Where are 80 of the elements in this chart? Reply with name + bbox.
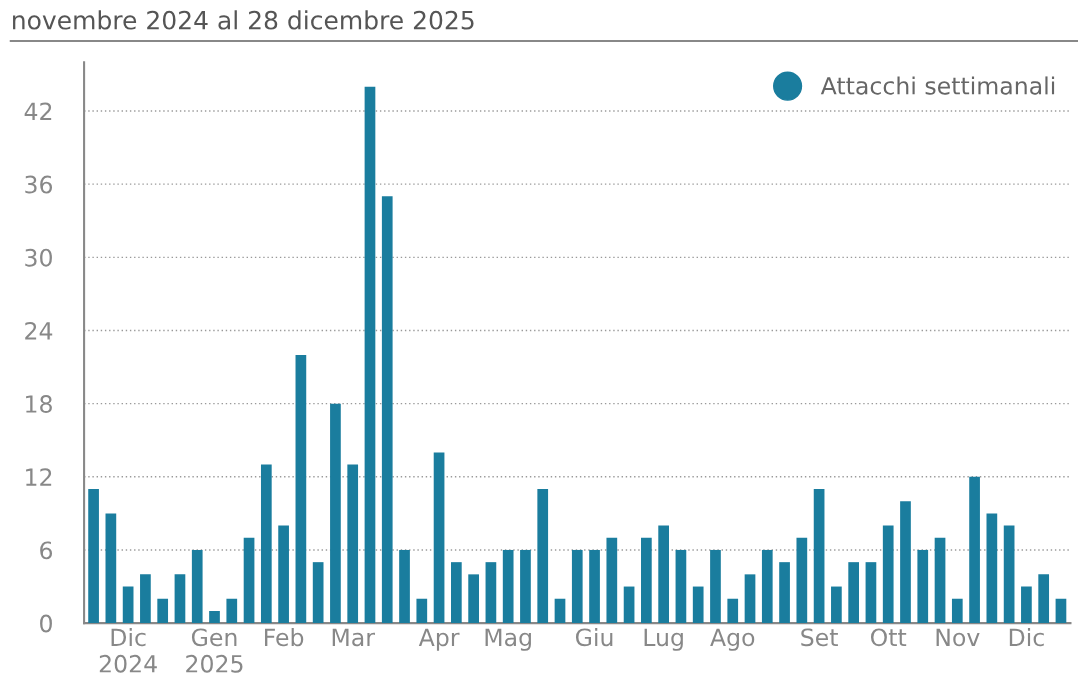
bar [105, 513, 117, 624]
bar [537, 489, 549, 624]
bar [312, 562, 324, 624]
bar [917, 549, 929, 624]
bar [710, 549, 721, 624]
bar [589, 549, 600, 624]
bar [88, 489, 99, 624]
bar [761, 549, 773, 624]
bar [969, 476, 980, 624]
bar [122, 586, 134, 624]
y-tick-label: 6 [40, 541, 53, 560]
bar [485, 562, 497, 624]
bar [554, 598, 566, 624]
bar [191, 549, 203, 624]
bar [399, 549, 410, 624]
x-tick-label: Ago [710, 628, 755, 651]
x-tick-label: Lug [644, 628, 683, 651]
bar [347, 464, 359, 624]
bar [986, 513, 998, 624]
bar [1038, 574, 1050, 624]
bar [796, 537, 808, 624]
bar [174, 574, 186, 624]
x-tick-label: Mag [485, 628, 531, 651]
bar [1003, 525, 1015, 624]
x-tick-label: Set [801, 628, 838, 647]
y-tick-label: 18 [26, 395, 52, 413]
y-tick-label: 12 [26, 468, 52, 486]
y-tick-label: 30 [25, 248, 52, 267]
x-tick-label: Dic 2024 [99, 627, 157, 673]
bar [330, 403, 341, 624]
bar [865, 562, 877, 624]
bar [433, 452, 445, 624]
bar [571, 549, 583, 624]
bar [364, 86, 376, 624]
y-tick-label: 24 [25, 321, 53, 340]
x-tick-label: Ott [870, 628, 907, 647]
bar [416, 598, 428, 624]
bar [658, 525, 669, 624]
bar [744, 574, 756, 624]
bar [831, 586, 842, 624]
bar [934, 537, 946, 624]
bar [848, 562, 860, 624]
y-tick-label: 42 [24, 102, 52, 120]
bar [813, 489, 825, 624]
bar [381, 196, 393, 624]
x-tick-label: Nov [936, 628, 980, 647]
chart-title: novembre 2024 al 28 dicembre 2025 [13, 10, 474, 30]
bar [260, 464, 272, 624]
bar [450, 562, 462, 624]
x-tick-label: Giu [575, 627, 613, 647]
bar [157, 598, 169, 624]
x-tick-label: Feb [265, 627, 304, 647]
bar [951, 598, 963, 624]
bar [1021, 586, 1032, 624]
x-tick-label: Mar [332, 628, 375, 647]
bar [675, 549, 687, 624]
bar [140, 574, 151, 624]
bar [278, 525, 289, 624]
bar [502, 549, 514, 624]
bar [779, 562, 790, 624]
y-tick-label: 36 [25, 175, 53, 194]
bar [900, 501, 911, 624]
bar [692, 586, 704, 624]
x-tick-label: Apr [418, 628, 460, 651]
x-tick-label: Gen 2025 [186, 628, 243, 673]
bar [882, 525, 894, 624]
bar [209, 610, 220, 624]
bar [520, 549, 531, 624]
bar [1055, 598, 1067, 624]
bar [606, 537, 618, 624]
x-tick-label: Dic [1009, 627, 1044, 647]
legend-label: Attacchi settimanali [820, 76, 1055, 95]
bar [243, 537, 255, 624]
bar [295, 354, 307, 624]
bar [468, 574, 479, 624]
bar [226, 598, 238, 624]
bar [623, 586, 635, 624]
bar [641, 537, 652, 624]
bar [727, 598, 739, 624]
y-tick-label: 0 [40, 614, 52, 633]
